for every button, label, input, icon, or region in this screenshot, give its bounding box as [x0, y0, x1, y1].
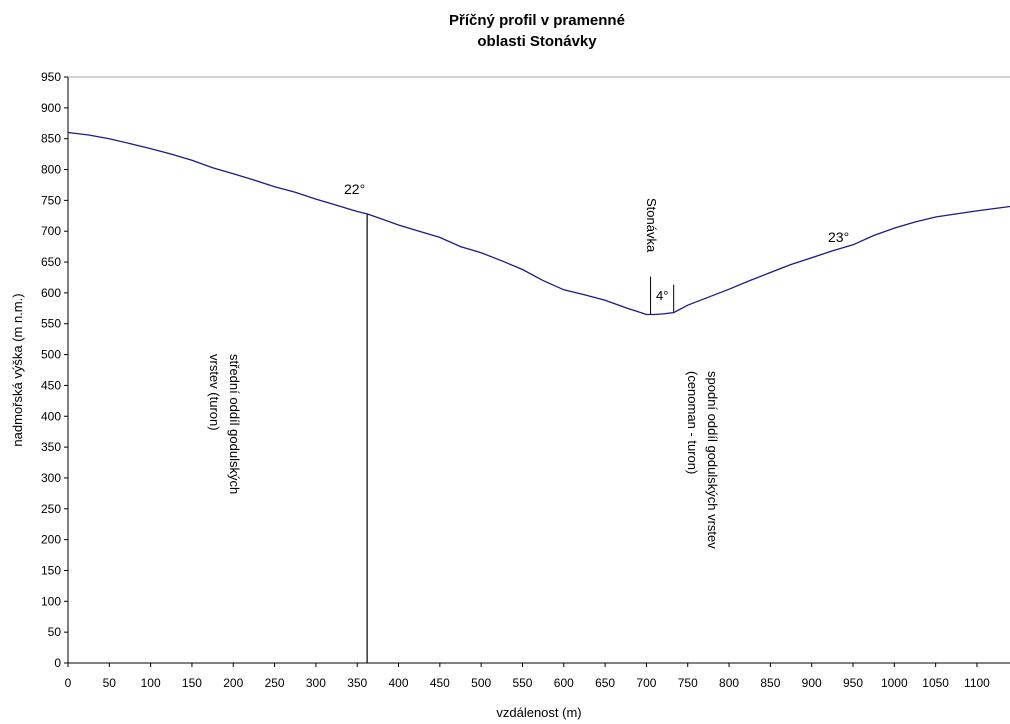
valley-angle: 4°: [656, 288, 668, 303]
y-axis-label: nadmořská výška (m n.m.): [10, 293, 25, 446]
y-tick-label: 800: [41, 163, 61, 177]
slope-angle-left: 22°: [344, 181, 365, 197]
y-tick-label: 0: [54, 656, 61, 670]
y-tick-label: 700: [41, 224, 61, 238]
y-tick-label: 200: [41, 533, 61, 547]
layer-right-label-line-1: spodní oddíl godulských vrstev: [705, 371, 720, 549]
x-tick-label: 450: [430, 676, 450, 690]
y-tick-label: 850: [41, 132, 61, 146]
x-tick-label: 850: [760, 676, 780, 690]
x-axis-ticks: 0 50 100 150 200 250 300 350 400 450 500 550 600 650 7…: [65, 663, 990, 690]
x-tick-label: 500: [471, 676, 491, 690]
x-tick-label: 1000: [881, 676, 908, 690]
y-axis-ticks: 0 50 100 150 200 250 300 350 400 450 500 550 600 650 7…: [41, 70, 68, 670]
x-tick-label: 0: [65, 676, 72, 690]
x-tick-label: 350: [347, 676, 367, 690]
y-tick-label: 400: [41, 409, 61, 423]
layer-right-label-line-2: (cenoman - turon): [685, 371, 700, 474]
y-tick-label: 150: [41, 563, 61, 577]
y-tick-label: 50: [48, 625, 62, 639]
x-tick-label: 950: [843, 676, 863, 690]
y-tick-label: 550: [41, 317, 61, 331]
stream-name-label: Stonávka: [644, 198, 659, 253]
y-tick-label: 250: [41, 502, 61, 516]
y-tick-label: 650: [41, 255, 61, 269]
x-tick-label: 650: [595, 676, 615, 690]
x-tick-label: 600: [554, 676, 574, 690]
y-tick-label: 450: [41, 378, 61, 392]
terrain-profile-line: [67, 131, 1010, 316]
chart-title-line-2: oblasti Stonávky: [477, 33, 597, 50]
x-tick-label: 300: [306, 676, 326, 690]
x-tick-label: 1100: [964, 676, 990, 690]
y-tick-label: 900: [41, 101, 61, 115]
y-tick-label: 300: [41, 471, 61, 485]
x-tick-label: 200: [223, 676, 243, 690]
x-tick-label: 550: [512, 676, 532, 690]
layer-left-label-line-2: vrstev (turon): [207, 354, 222, 431]
x-tick-label: 750: [678, 676, 698, 690]
x-axis-label: vzdálenost (m): [496, 705, 581, 720]
x-tick-label: 800: [719, 676, 739, 690]
slope-angle-right: 23°: [828, 229, 849, 245]
y-tick-label: 950: [41, 70, 61, 84]
y-tick-label: 500: [41, 348, 61, 362]
chart-title-line-1: Příčný profil v pramenné: [449, 12, 625, 29]
y-tick-label: 600: [41, 286, 61, 300]
x-tick-label: 250: [265, 676, 285, 690]
x-tick-label: 150: [182, 676, 202, 690]
x-tick-label: 1050: [922, 676, 949, 690]
y-tick-label: 750: [41, 193, 61, 207]
layer-left-label-line-1: střední oddíl godulských: [227, 354, 242, 494]
x-tick-label: 50: [103, 676, 117, 690]
x-tick-label: 400: [389, 676, 409, 690]
x-tick-label: 100: [141, 676, 161, 690]
x-tick-label: 700: [636, 676, 656, 690]
y-tick-label: 350: [41, 440, 61, 454]
x-tick-label: 900: [802, 676, 822, 690]
y-tick-label: 100: [41, 594, 61, 608]
